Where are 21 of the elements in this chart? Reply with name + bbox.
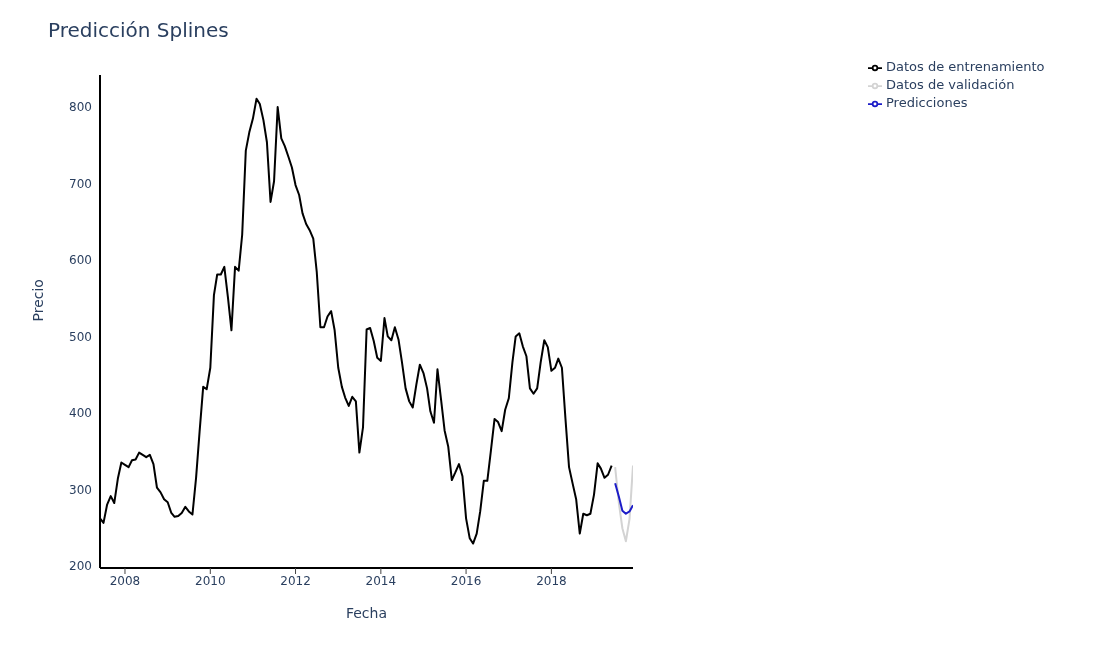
x-tick-label: 2008 (109, 573, 141, 588)
line-series (614, 464, 633, 543)
y-tick-label: 600 (69, 253, 92, 268)
legend-label: Predicciones (886, 95, 968, 110)
y-tick-label: 200 (69, 558, 92, 573)
line-series (614, 482, 633, 515)
y-tick-label: 800 (69, 100, 92, 115)
y-tick-label: 400 (69, 406, 92, 421)
legend-label: Datos de validación (886, 77, 1015, 92)
x-tick-label: 2012 (280, 573, 311, 588)
y-tick-label: 300 (69, 482, 92, 497)
chart-title: Predicción Splines (48, 18, 229, 42)
y-axis-title: Precio (29, 279, 46, 322)
x-tick-label: 2014 (365, 573, 397, 588)
x-tick-label: 2016 (450, 573, 482, 588)
y-tick-label: 500 (69, 329, 92, 344)
x-tick-label: 2018 (536, 573, 567, 588)
legend-label: Datos de entrenamiento (886, 59, 1045, 74)
x-tick-label: 2010 (195, 573, 226, 588)
x-axis-title: Fecha (345, 605, 388, 621)
y-tick-label: 700 (69, 176, 92, 191)
